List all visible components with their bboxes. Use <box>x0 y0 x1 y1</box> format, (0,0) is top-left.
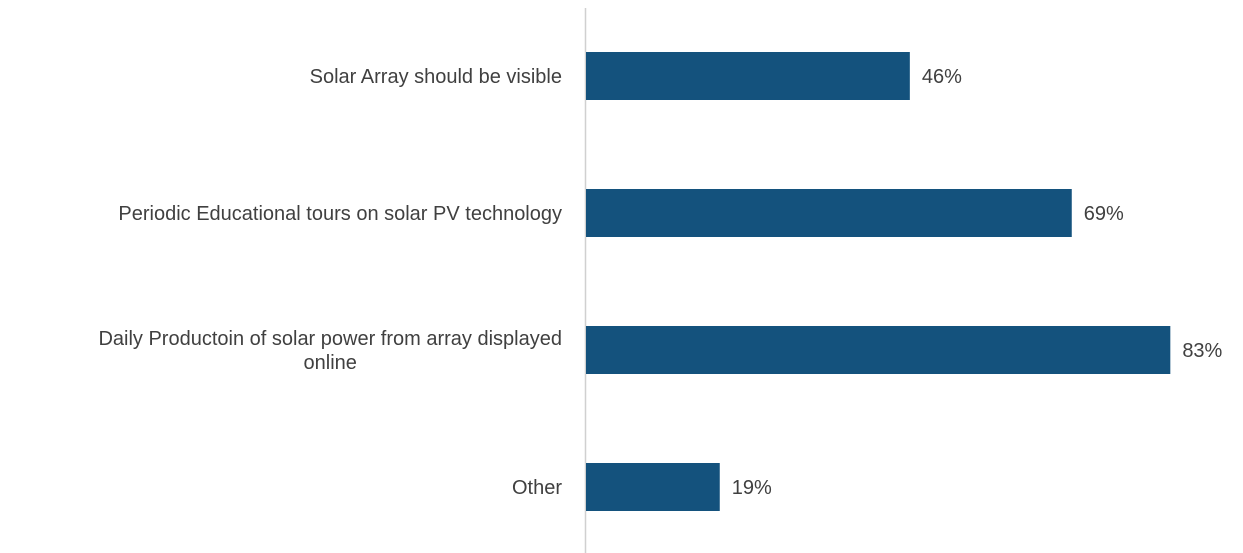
category-label: Periodic Educational tours on solar PV t… <box>118 203 562 225</box>
value-label: 69% <box>1084 203 1124 225</box>
category-label: Solar Array should be visible <box>310 66 562 88</box>
value-label: 46% <box>922 66 962 88</box>
category-label: Daily Productoin of solar power from arr… <box>98 328 562 374</box>
value-labels-group: 46% 69% 83% 19% <box>732 66 1223 499</box>
category-label-line: Daily Productoin of solar power from arr… <box>98 328 562 350</box>
category-label: Other <box>512 477 562 499</box>
value-label: 19% <box>732 477 772 499</box>
category-label-line: Solar Array should be visible <box>310 66 562 88</box>
category-label-line: online <box>304 352 357 374</box>
bars-group <box>586 52 1171 511</box>
bar <box>586 326 1171 374</box>
bar <box>586 52 910 100</box>
category-labels-group: Solar Array should be visible Periodic Ed… <box>98 66 562 499</box>
value-label: 83% <box>1182 340 1222 362</box>
category-label-line: Other <box>512 477 562 499</box>
category-label-line: Periodic Educational tours on solar PV t… <box>118 203 562 225</box>
bar <box>586 189 1072 237</box>
bar <box>586 463 720 511</box>
